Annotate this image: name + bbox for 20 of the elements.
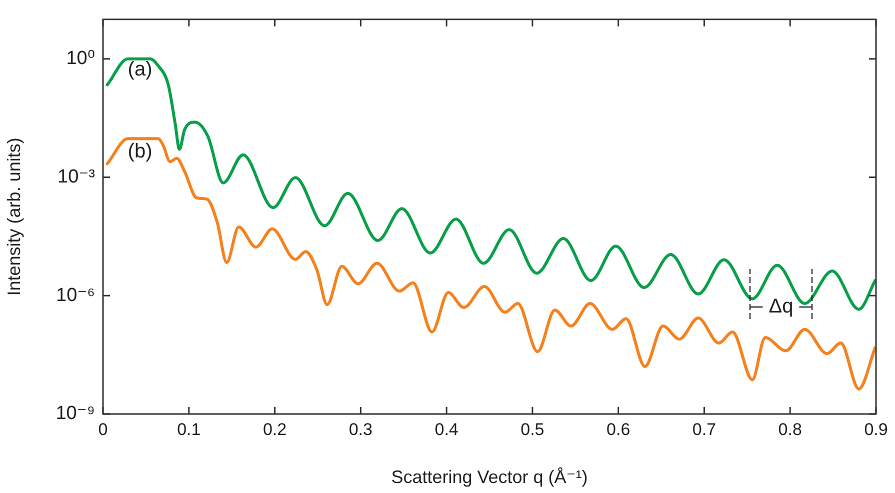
y-tick-label: 10⁰	[66, 48, 95, 70]
annotation: (b)	[128, 140, 152, 163]
x-axis-title: Scattering Vector q (Å⁻¹)	[391, 467, 588, 488]
y-tick-label: 10⁻⁶	[56, 284, 95, 306]
x-tick-label: 0.4	[434, 420, 458, 439]
line-series	[106, 137, 876, 391]
x-tick-label: 0.6	[606, 420, 630, 439]
x-tick-label: 0.3	[348, 420, 372, 439]
x-tick-label: 0	[98, 420, 108, 439]
annotation: (a)	[128, 58, 152, 81]
annotation: Δq	[768, 296, 794, 318]
y-axis-title: Intensity (arb. units)	[4, 138, 24, 296]
x-tick-label: 0.8	[778, 420, 802, 439]
x-tick-label: 0.5	[520, 420, 544, 439]
y-tick-label: 10⁻⁹	[56, 403, 95, 424]
x-tick-label: 0.2	[262, 420, 287, 439]
x-tick-label: 0.1	[177, 420, 201, 439]
x-tick-label: 0.7	[692, 420, 716, 439]
y-tick-label: 10⁻³	[58, 166, 95, 188]
x-tick-label: 0.9	[864, 420, 888, 439]
